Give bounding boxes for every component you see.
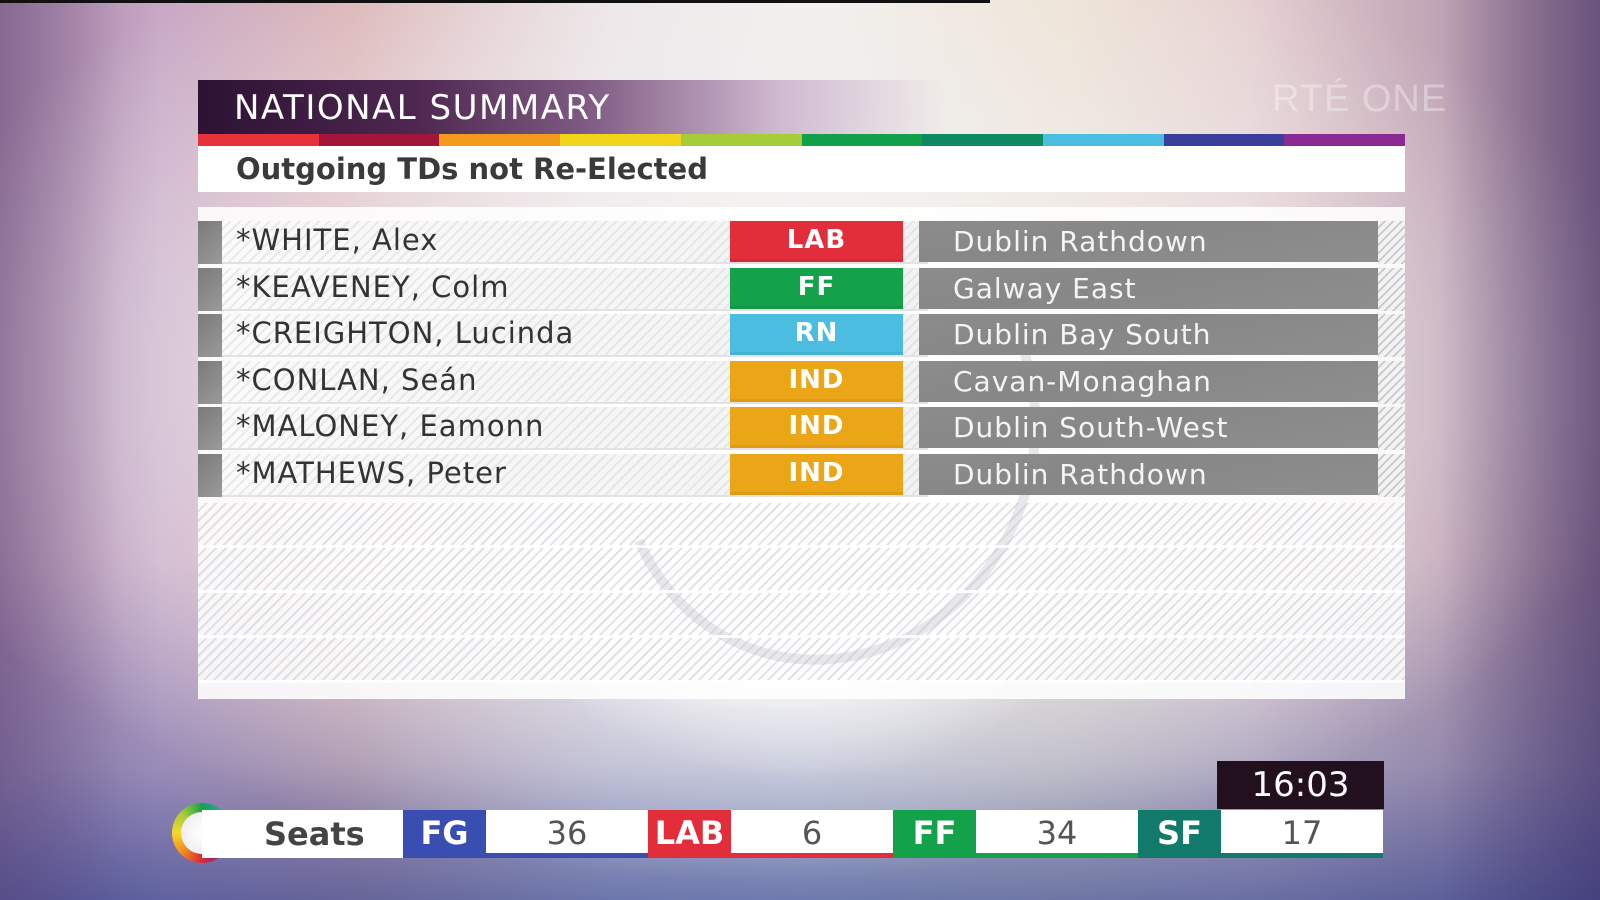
- stripe-segment: [198, 134, 319, 146]
- stripe-segment: [318, 134, 440, 146]
- seat-count-ff: 34: [976, 810, 1138, 858]
- subheader: Outgoing TDs not Re-Elected: [198, 146, 1405, 192]
- row-marker: [198, 453, 222, 497]
- stripe-segment: [680, 134, 802, 146]
- constituency: Galway East: [919, 267, 1378, 309]
- row-end-hatch: [1378, 314, 1405, 357]
- row-marker: [198, 221, 222, 264]
- seat-count-fg: 36: [486, 810, 648, 858]
- seat-count-lab: 6: [731, 810, 893, 858]
- party-color-stripe: [198, 134, 1406, 146]
- row-end-hatch: [1378, 360, 1405, 404]
- stripe-segment: [801, 134, 923, 146]
- party-badge: FF: [730, 267, 903, 309]
- row-end-hatch: [1378, 267, 1405, 311]
- seats-ticker: Seats FG 36 LAB 6 FF 34 SF 17: [202, 810, 1383, 858]
- constituency: Dublin South-West: [919, 407, 1378, 448]
- party-badge: IND: [730, 453, 903, 495]
- row-marker: [198, 314, 222, 357]
- candidate-name: *MATHEWS, Peter: [236, 455, 507, 490]
- constituency: Dublin Rathdown: [919, 221, 1378, 262]
- stripe-segment: [439, 134, 561, 146]
- row-end-hatch: [1378, 407, 1405, 450]
- candidate-name: *MALONEY, Eamonn: [236, 409, 545, 443]
- candidate-name: *CREIGHTON, Lucinda: [236, 316, 575, 350]
- empty-row-slots: [198, 503, 1405, 683]
- party-badge: IND: [730, 360, 903, 402]
- stripe-segment: [1163, 134, 1285, 146]
- results-panel: *WHITE, Alex LAB Dublin Rathdown *KEAVEN…: [198, 149, 1405, 725]
- candidate-name: *CONLAN, Seán: [236, 362, 478, 397]
- candidate-name: *WHITE, Alex: [236, 223, 439, 257]
- clock: 16:03: [1217, 761, 1384, 809]
- stripe-segment: [922, 134, 1043, 146]
- party-badge-lab: LAB: [648, 810, 731, 858]
- party-badge: RN: [730, 314, 903, 355]
- seats-label: Seats: [202, 810, 403, 858]
- td-list: *WHITE, Alex LAB Dublin Rathdown *KEAVEN…: [198, 221, 1405, 500]
- row-end-hatch: [1378, 221, 1405, 264]
- header-title: NATIONAL SUMMARY: [234, 88, 611, 128]
- empty-row: [198, 638, 1405, 683]
- stripe-segment: [560, 134, 681, 146]
- party-badge-fg: FG: [403, 810, 486, 858]
- party-badge: LAB: [730, 221, 903, 262]
- stripe-segment: [1284, 134, 1406, 146]
- constituency: Cavan-Monaghan: [919, 360, 1378, 402]
- table-row: *MATHEWS, Peter IND Dublin Rathdown: [198, 453, 1405, 501]
- row-end-hatch: [1378, 453, 1405, 497]
- top-letterbox-bar: [0, 0, 990, 3]
- background-vignette-left: [0, 0, 120, 900]
- row-marker: [198, 267, 222, 311]
- seat-count-sf: 17: [1221, 810, 1383, 858]
- subheader-title: Outgoing TDs not Re-Elected: [236, 152, 708, 186]
- stripe-segment: [1042, 134, 1164, 146]
- constituency: Dublin Bay South: [919, 314, 1378, 355]
- constituency: Dublin Rathdown: [919, 453, 1378, 495]
- table-row: *CONLAN, Seán IND Cavan-Monaghan: [198, 360, 1405, 408]
- table-row: *CREIGHTON, Lucinda RN Dublin Bay South: [198, 314, 1405, 361]
- party-badge: IND: [730, 407, 903, 448]
- candidate-name: *KEAVENEY, Colm: [236, 269, 510, 304]
- party-badge-ff: FF: [893, 810, 976, 858]
- empty-row: [198, 548, 1405, 593]
- row-marker: [198, 407, 222, 450]
- party-badge-sf: SF: [1138, 810, 1221, 858]
- empty-row: [198, 593, 1405, 638]
- background-vignette-right: [1440, 0, 1600, 900]
- table-row: *KEAVENEY, Colm FF Galway East: [198, 267, 1405, 315]
- table-row: *MALONEY, Eamonn IND Dublin South-West: [198, 407, 1405, 454]
- empty-row: [198, 503, 1405, 548]
- row-marker: [198, 360, 222, 404]
- summary-header: NATIONAL SUMMARY: [198, 80, 1405, 134]
- table-row: *WHITE, Alex LAB Dublin Rathdown: [198, 221, 1405, 268]
